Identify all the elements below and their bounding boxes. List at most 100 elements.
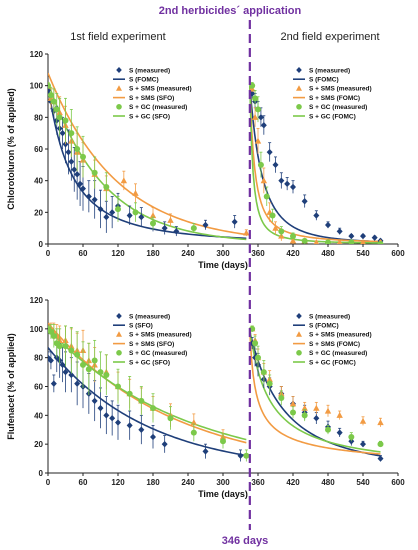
data-point-triangle	[336, 411, 343, 418]
legend-label-left: S + GC (measured)	[129, 104, 187, 111]
legend-marker	[296, 313, 302, 319]
data-point-circle	[74, 351, 81, 358]
data-point-circle	[115, 206, 121, 213]
legend-label-right: S + GC (measured)	[309, 104, 367, 111]
x-tick-label: 480	[321, 249, 335, 258]
legend-label-left: S (measured)	[129, 313, 170, 320]
data-point-circle	[325, 239, 331, 244]
x-tick-label: 0	[46, 478, 51, 487]
x-tick-label: 360	[251, 478, 265, 487]
data-point-circle	[53, 106, 60, 113]
x-tick-label: 300	[216, 478, 230, 487]
data-point-triangle	[190, 419, 198, 426]
y-tick-label: 80	[34, 113, 43, 122]
data-point-circle	[150, 220, 156, 227]
data-point-triangle	[313, 404, 320, 411]
data-point-circle	[348, 433, 355, 440]
data-point-diamond	[59, 361, 66, 369]
data-point-circle	[167, 415, 174, 422]
x-tick-label: 60	[79, 249, 88, 258]
x-tick-label: 420	[286, 478, 300, 487]
data-point-diamond	[68, 158, 75, 165]
data-point-circle	[255, 106, 261, 113]
data-point-circle	[62, 343, 69, 350]
data-point-circle	[255, 354, 261, 361]
data-point-diamond	[97, 404, 104, 412]
data-point-diamond	[257, 114, 264, 121]
data-point-circle	[97, 369, 104, 376]
data-point-diamond	[336, 228, 343, 235]
data-point-diamond	[173, 228, 180, 235]
data-point-diamond	[360, 232, 366, 240]
legend-label-right: S + SMS (FOMC)	[309, 95, 360, 102]
data-point-triangle	[313, 239, 319, 244]
data-point-diamond	[313, 415, 320, 422]
legend-label-right: S + SMS (measured)	[309, 332, 372, 339]
data-point-triangle	[324, 407, 332, 414]
data-point-diamond	[266, 148, 273, 156]
data-point-triangle	[254, 137, 262, 144]
data-point-diamond	[377, 455, 384, 462]
data-point-diamond	[115, 419, 121, 426]
data-point-diamond	[85, 193, 92, 200]
data-point-circle	[103, 371, 110, 378]
data-point-circle	[126, 390, 133, 397]
data-point-diamond	[336, 429, 343, 436]
data-point-circle	[260, 369, 267, 376]
data-point-triangle	[132, 189, 139, 196]
legend-label-right: S + SMS (FOMC)	[309, 341, 360, 348]
legend-label-left: S + SMS (measured)	[129, 332, 192, 339]
data-point-circle	[190, 429, 197, 436]
legend-label-right: S (FOMC)	[309, 77, 339, 84]
x-tick-label: 180	[146, 249, 160, 258]
legend-marker	[116, 67, 122, 73]
data-point-circle	[48, 328, 54, 335]
legend-label-left: S + SMS (SFO)	[129, 95, 174, 102]
data-point-diamond	[284, 180, 291, 188]
data-point-triangle	[289, 237, 297, 244]
fit-curve-line	[249, 328, 381, 453]
legend-label-left: S (measured)	[129, 67, 170, 74]
data-point-diamond	[97, 205, 104, 213]
data-point-circle	[377, 441, 384, 448]
x-tick-label: 360	[251, 249, 265, 258]
legend-marker	[296, 350, 302, 356]
legend-label-right: S (FOMC)	[309, 323, 339, 330]
data-point-diamond	[371, 234, 378, 241]
y-tick-label: 80	[34, 354, 43, 363]
data-point-circle	[50, 98, 57, 105]
legend-marker	[296, 67, 302, 73]
data-point-diamond	[202, 221, 209, 229]
data-point-triangle	[359, 417, 367, 424]
data-point-diamond	[71, 166, 78, 173]
data-point-diamond	[138, 213, 145, 221]
data-point-diamond	[348, 232, 355, 240]
data-point-diamond	[138, 426, 145, 433]
data-point-triangle	[120, 177, 128, 184]
data-point-diamond	[74, 380, 81, 387]
data-point-diamond	[237, 452, 244, 459]
data-point-circle	[190, 225, 197, 232]
data-point-diamond	[202, 448, 209, 455]
application-annotation: 2nd herbicides´ application	[159, 5, 302, 17]
data-point-circle	[50, 333, 57, 340]
data-point-circle	[290, 409, 296, 416]
data-point-diamond	[301, 198, 308, 205]
legend-marker	[296, 85, 302, 91]
x-tick-label: 60	[79, 478, 88, 487]
fit-curve-line	[48, 328, 247, 441]
legend-label-left: S (SFO)	[129, 323, 153, 330]
data-point-circle	[91, 357, 98, 364]
data-point-circle	[278, 395, 285, 402]
data-point-circle	[68, 347, 75, 354]
data-point-diamond	[109, 209, 116, 216]
flufenacet-chart: 0 20 40 60 80 100 120 0 60 120 180 240 300 360 420 480 5…	[6, 296, 405, 499]
data-point-circle	[68, 130, 75, 137]
data-point-circle	[377, 241, 384, 244]
data-point-diamond	[48, 354, 51, 361]
legend-marker	[116, 331, 122, 337]
data-point-diamond	[74, 171, 81, 178]
data-point-diamond	[260, 122, 267, 129]
chlorotoluron-chart: 0 20 40 60 80 100 120 0 60 120 180 240 300 360 420 480 5…	[6, 50, 405, 270]
